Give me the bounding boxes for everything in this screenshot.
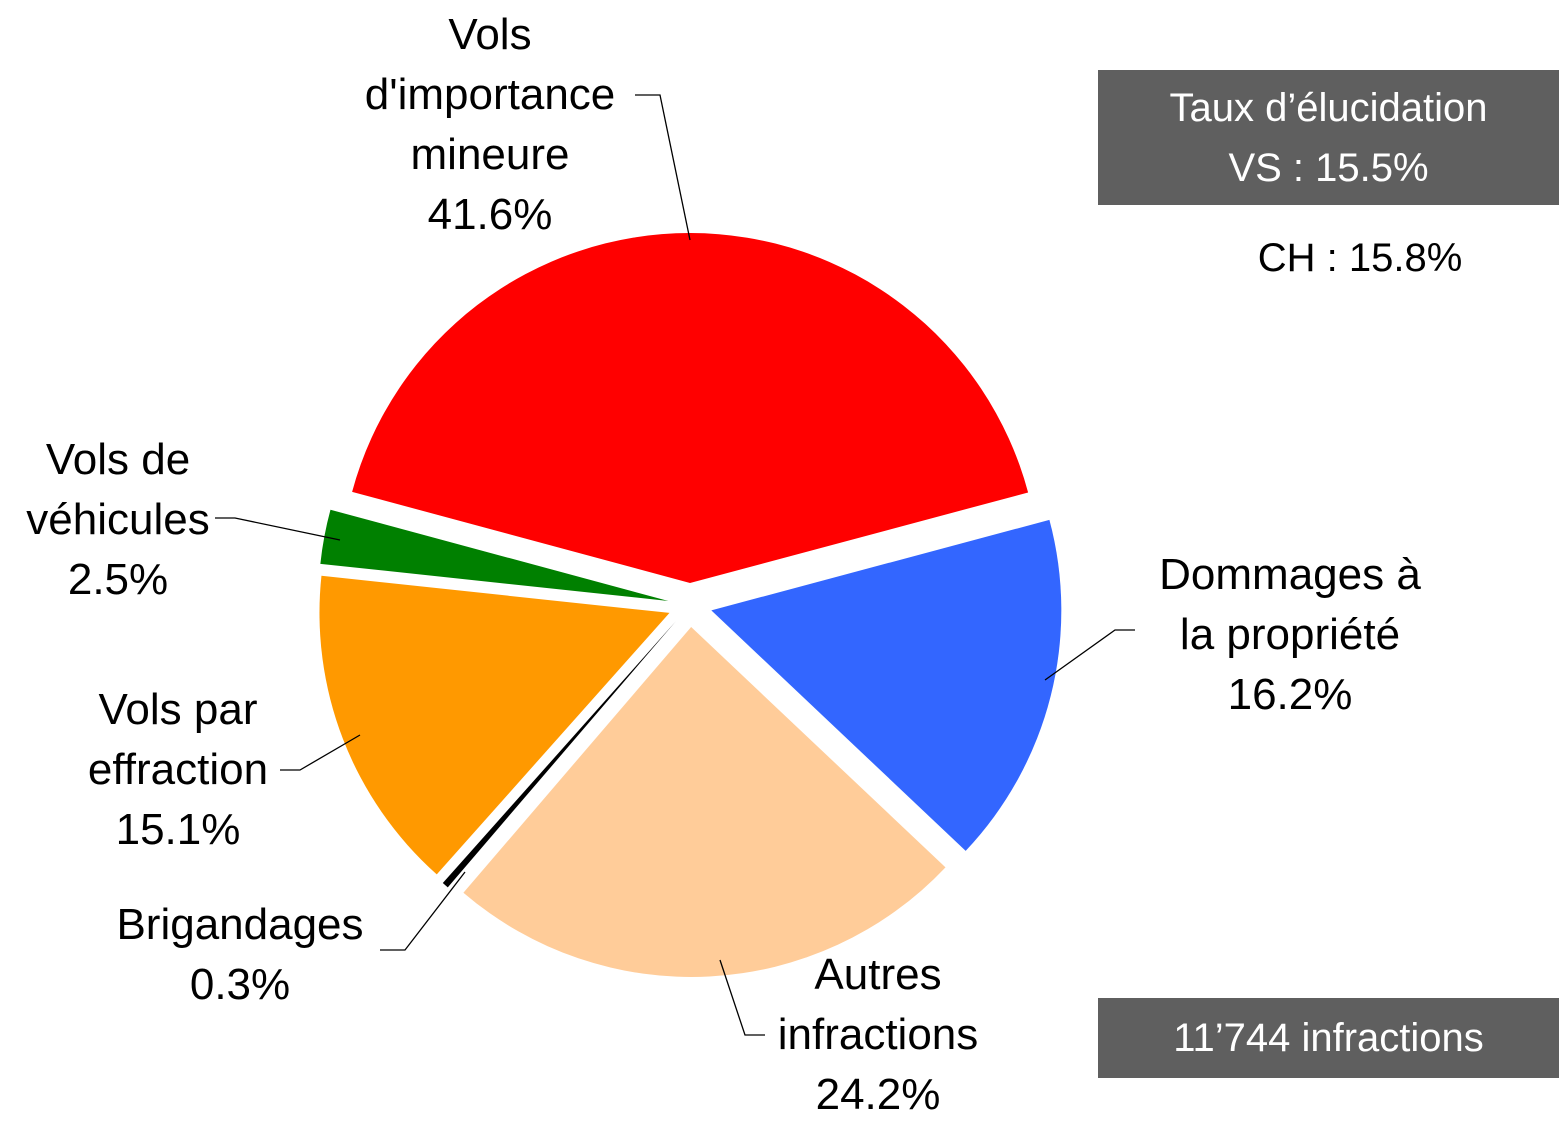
annotation: 11’744 infractions (1173, 1016, 1484, 1060)
pie-slice (352, 233, 1029, 583)
slice-label: Autres infractions (777, 950, 979, 1059)
slice-label: Vols d'importance mineure (364, 10, 616, 179)
slice-value: 0.3% (189, 960, 291, 1009)
rate-box: Taux d’élucidation VS : 15.5% (1098, 70, 1559, 205)
slice-value: 16.2% (1227, 670, 1353, 719)
slice-label: Vols de véhicules (26, 435, 210, 544)
annotation: Taux d’élucidation (1169, 86, 1488, 130)
pie-slice (319, 575, 670, 875)
pie-slice (463, 626, 946, 977)
slice-label: Brigandages (116, 900, 364, 949)
slice-label: Vols par effraction (87, 685, 269, 794)
pie-slice (711, 519, 1062, 851)
leader-line (215, 517, 341, 541)
annotation: CH : 15.8% (1257, 236, 1463, 280)
leader-line (719, 959, 765, 1036)
leader-line (280, 734, 361, 771)
annotation: VS : 15.5% (1228, 146, 1429, 190)
pie-slice (320, 509, 669, 601)
pie-slice (442, 621, 676, 888)
slice-value: 24.2% (815, 1070, 941, 1119)
leader-line (1044, 629, 1135, 681)
leader-line (380, 871, 466, 951)
slice-label: Dommages à la propriété (1159, 550, 1421, 659)
slice-value: 41.6% (427, 190, 553, 239)
slice-value: 2.5% (67, 555, 169, 604)
slice-value: 15.1% (115, 805, 241, 854)
leader-line (635, 94, 691, 241)
total-box: 11’744 infractions (1098, 998, 1559, 1078)
